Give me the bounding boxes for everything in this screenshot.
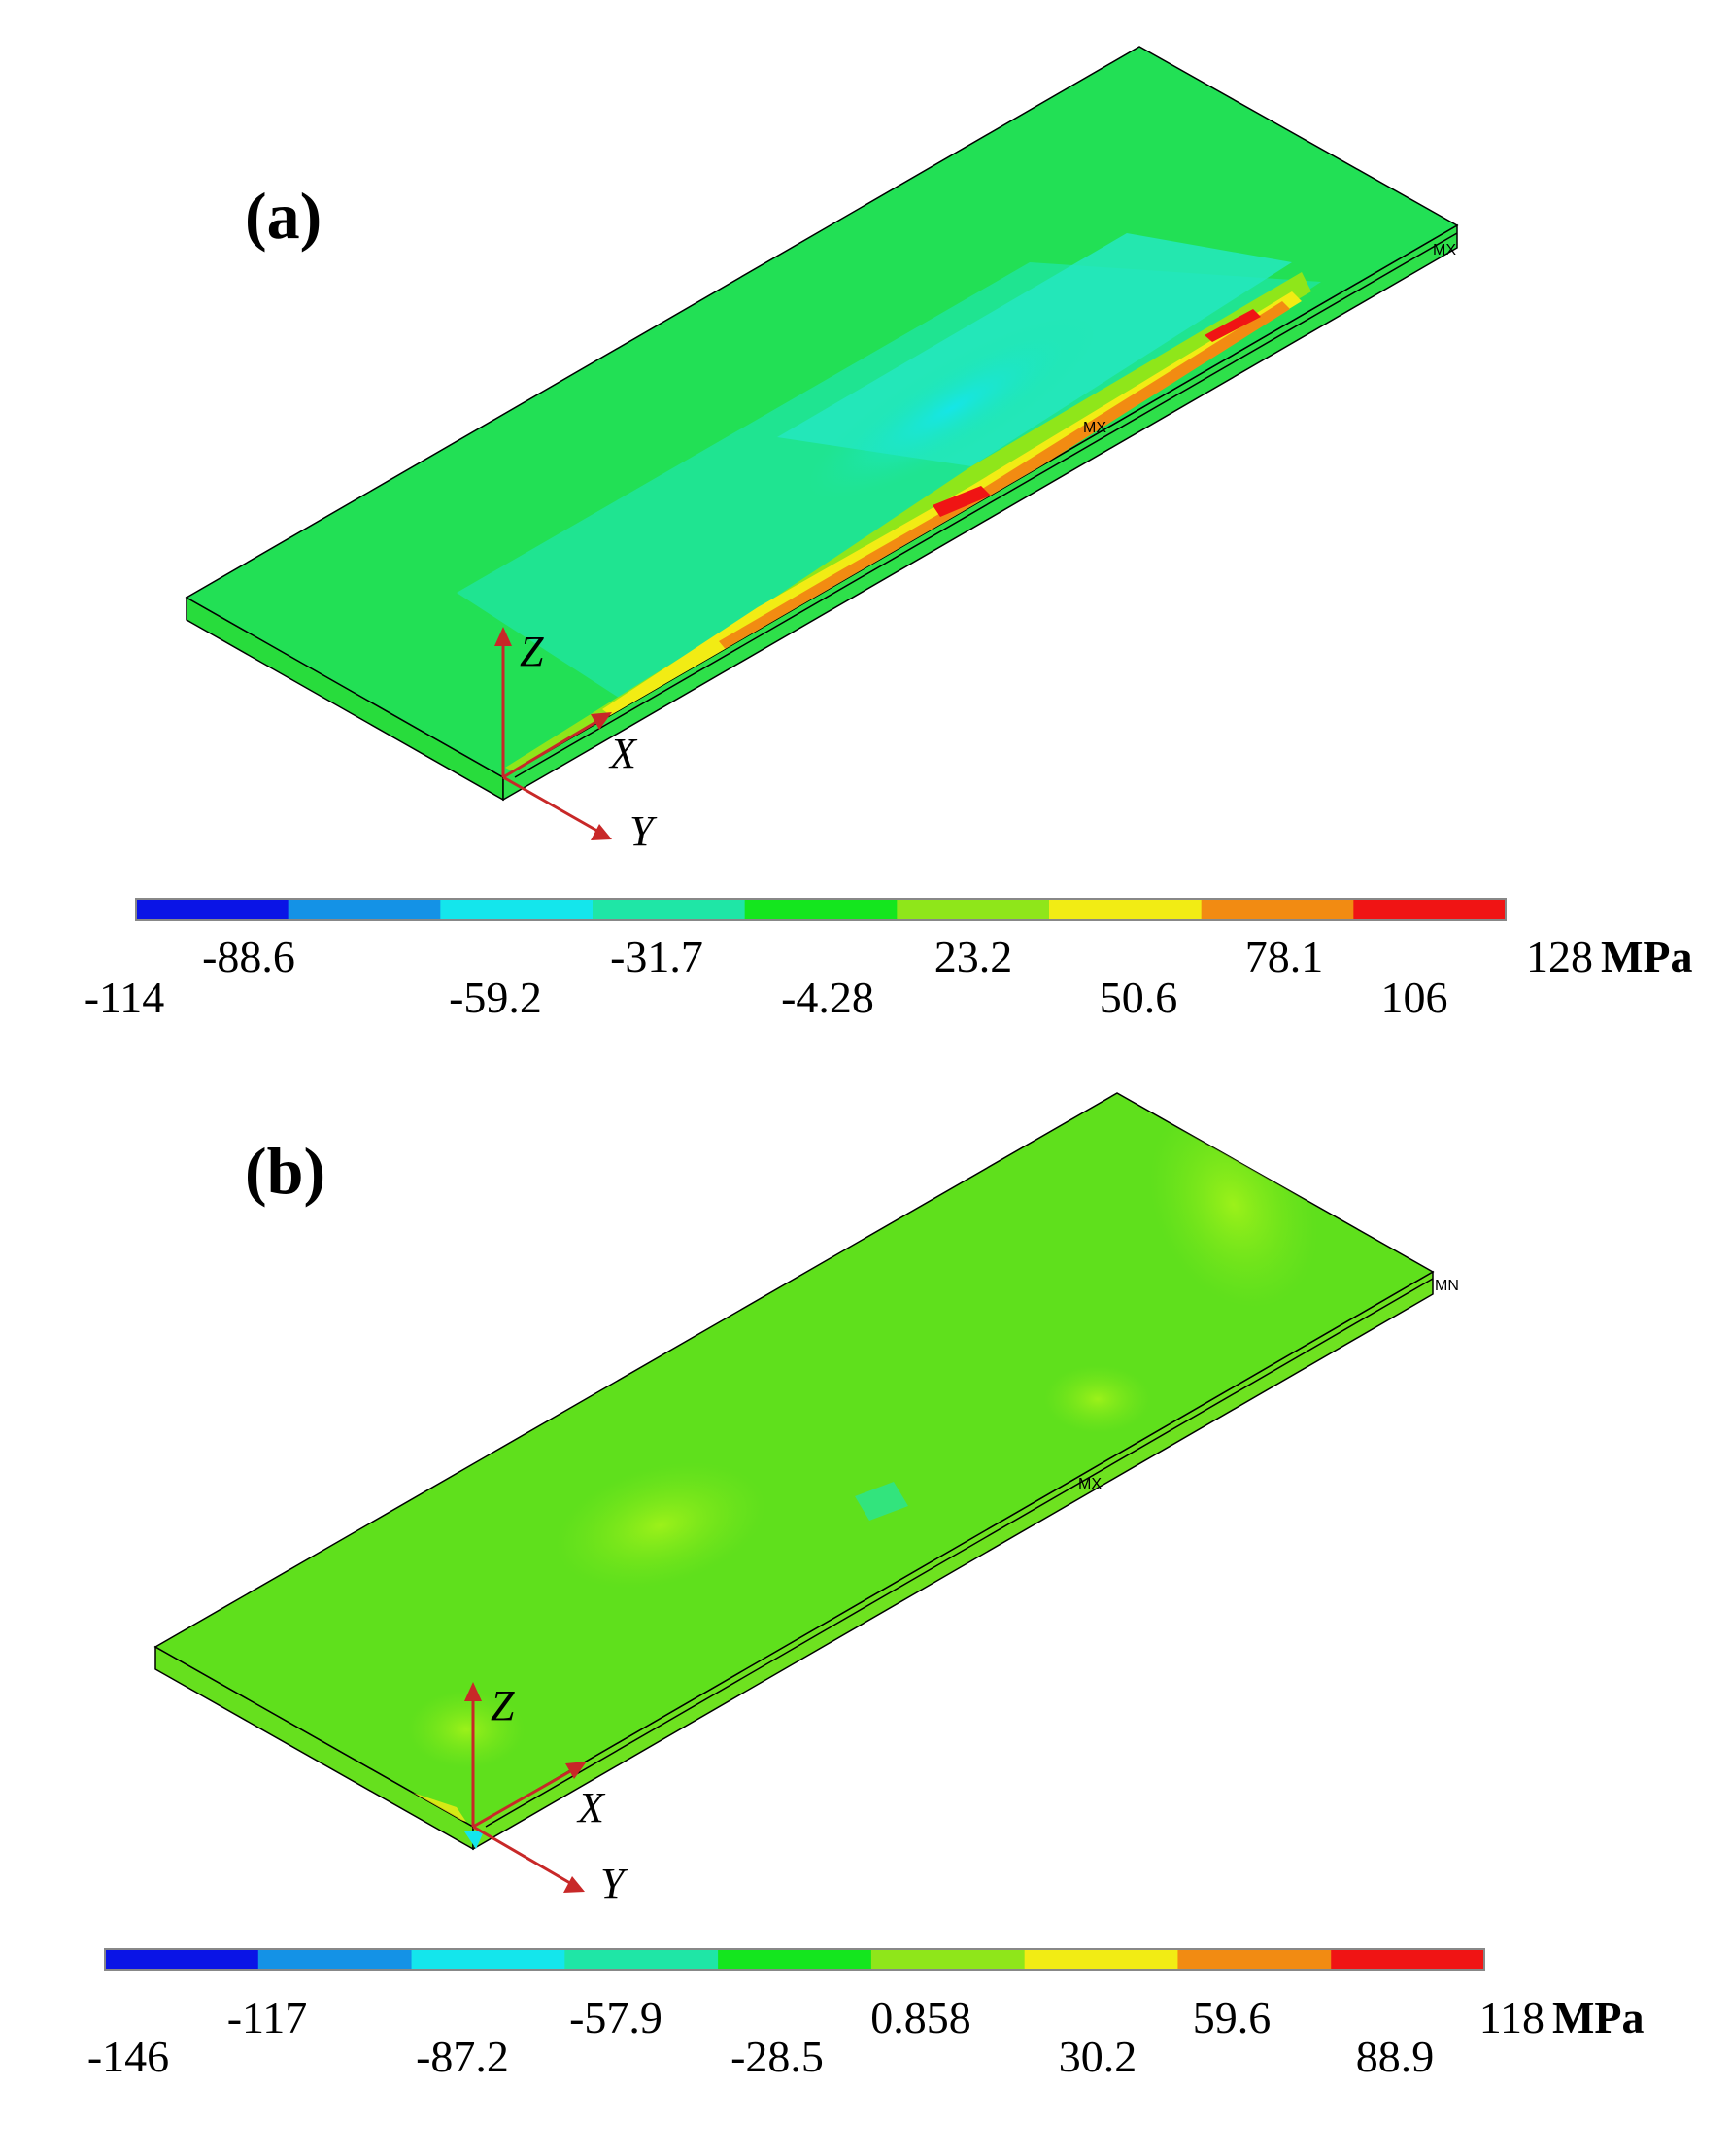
contour-a-red-spot-2 [1205, 309, 1261, 342]
colorbar-a: -88.6 -31.7 23.2 78.1 128 MPa -114 -59.2… [85, 898, 1693, 1022]
cb-a-tick-0: -114 [85, 973, 165, 1022]
cb-b-segment-2 [411, 1949, 565, 1970]
cb-a-segment-6 [1049, 899, 1203, 920]
axis-b-z: Z [491, 1682, 515, 1729]
cb-a-tick-4: -4.28 [781, 973, 874, 1022]
contour-b-light-patch-3 [1044, 1365, 1151, 1433]
cb-b-tick-8: 88.9 [1356, 2032, 1435, 2081]
axis-b-x: X [576, 1784, 606, 1831]
cb-a-tick-2: -59.2 [449, 973, 542, 1022]
axis-b-y: Y [600, 1860, 628, 1907]
cb-b-tick-9: 118 [1479, 1993, 1544, 2042]
contour-b-light-patch-1 [556, 1462, 765, 1589]
axis-triad-a: Z X Y [494, 627, 658, 855]
axis-a-x: X [608, 730, 638, 777]
cb-b-tick-5: 0.858 [870, 1993, 971, 2042]
cb-a-tick-8: 106 [1381, 973, 1448, 1022]
cb-a-tick-5: 23.2 [934, 932, 1013, 981]
cb-b-segment-1 [257, 1949, 413, 1970]
cb-a-segment-5 [897, 899, 1050, 920]
colorbar-b: -117 -57.9 0.858 59.6 118 MPa -146 -87.2… [87, 1948, 1645, 2081]
panel-a: (a) MX MX [85, 46, 1693, 1022]
cb-a-segment-7 [1201, 899, 1354, 920]
marker-a-corner: MX [1433, 242, 1456, 258]
panel-label-b: (b) [245, 1134, 325, 1208]
cb-b-unit: MPa [1552, 1993, 1645, 2042]
plate-b-corner-spot [464, 1831, 484, 1849]
cb-b-tick-7: 59.6 [1193, 1993, 1272, 2042]
axis-a-y: Y [629, 807, 658, 855]
contour-a-red-spot-1 [933, 486, 991, 517]
cb-a-tick-7: 78.1 [1245, 932, 1324, 981]
cb-a-tick-1: -88.6 [202, 932, 295, 981]
plate-b: MX MN [153, 1092, 1459, 1851]
cb-b-tick-1: -117 [227, 1993, 308, 2042]
cb-b-segment-7 [1177, 1949, 1332, 1970]
cb-a-segment-1 [288, 899, 441, 920]
plate-a: MX MX [185, 46, 1459, 802]
marker-b-corner: MN [1435, 1278, 1459, 1294]
cb-b-tick-6: 30.2 [1059, 2032, 1137, 2081]
cb-b-segment-0 [105, 1949, 259, 1970]
contour-b-light-patch-4 [408, 1691, 525, 1768]
contour-a-orange-band [719, 301, 1290, 653]
cb-b-segment-6 [1024, 1949, 1178, 1970]
cb-b-segment-3 [564, 1949, 719, 1970]
cb-a-segment-8 [1353, 899, 1507, 920]
plate-b-weld-line [485, 1278, 1434, 1828]
cb-a-tick-9: 128 [1526, 932, 1593, 981]
axis-triad-b: Z X Y [464, 1682, 628, 1907]
contour-b-teal-spot [855, 1482, 908, 1521]
contour-a-cyan-spot [807, 317, 1097, 499]
plate-b-top-face [153, 1092, 1435, 1828]
marker-b-mid: MX [1078, 1476, 1102, 1492]
cb-b-segment-8 [1331, 1949, 1485, 1970]
panel-label-a: (a) [245, 179, 322, 253]
cb-a-unit: MPa [1601, 932, 1693, 981]
cb-b-tick-4: -28.5 [730, 2032, 824, 2081]
cb-a-tick-6: 50.6 [1100, 973, 1178, 1022]
axis-a-z: Z [520, 628, 544, 675]
cb-a-segment-4 [744, 899, 898, 920]
cb-b-tick-0: -146 [87, 2032, 169, 2081]
cb-b-tick-3: -57.9 [569, 1993, 662, 2042]
cb-a-tick-3: -31.7 [610, 932, 703, 981]
cb-b-segment-4 [718, 1949, 872, 1970]
cb-a-segment-0 [136, 899, 289, 920]
panel-b: (b) MX MN Z [87, 1092, 1645, 2081]
cb-b-tick-2: -87.2 [416, 2032, 509, 2081]
cb-a-segment-2 [440, 899, 594, 920]
plate-a-weld-line [514, 232, 1458, 778]
cb-a-segment-3 [593, 899, 746, 920]
marker-a-mid: MX [1083, 420, 1106, 436]
cb-b-segment-5 [870, 1949, 1026, 1970]
contour-a [457, 233, 1321, 777]
